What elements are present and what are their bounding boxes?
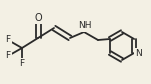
Text: F: F bbox=[5, 36, 11, 45]
Text: N: N bbox=[135, 49, 141, 58]
Text: NH: NH bbox=[78, 22, 92, 30]
Text: F: F bbox=[5, 51, 11, 60]
Text: O: O bbox=[34, 13, 42, 23]
Text: F: F bbox=[19, 59, 25, 68]
